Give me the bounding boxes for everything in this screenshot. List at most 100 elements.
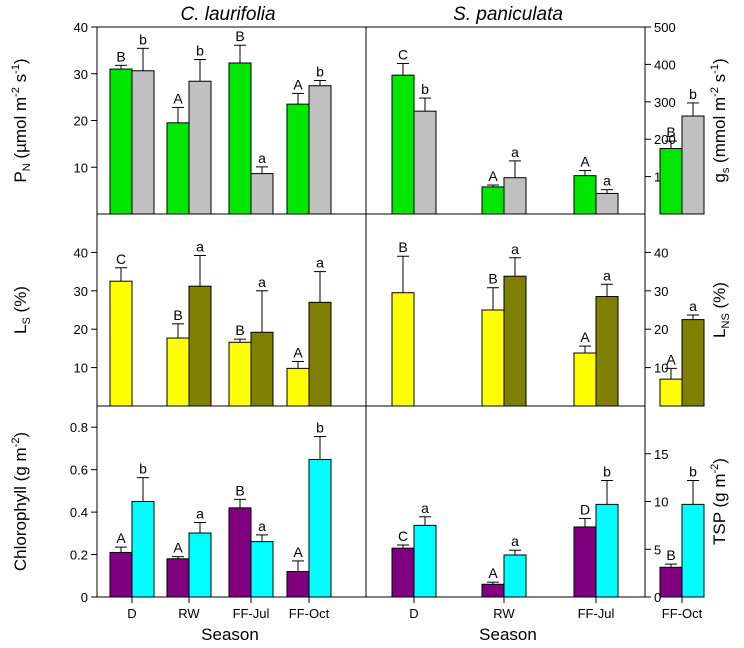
x-tick-label: FF-Oct [289,606,330,621]
bar-lns-rw [503,275,527,407]
significance-letter: b [689,463,697,479]
bar-lns-ff-jul [595,296,619,407]
bar-pn-ff-oct [659,148,683,215]
bar-chlorophyll-d [109,551,133,598]
significance-letter: A [488,168,498,184]
right-tick-label: 10 [654,495,668,510]
title-c-laurifolia: C. laurifolia [180,4,275,25]
bar-gs-ff-jul [250,173,274,215]
significance-letter: a [196,238,204,254]
x-tick-label: D [409,606,418,621]
significance-letter: b [196,43,204,59]
left-tick-label: 10 [74,361,88,376]
bar-chlorophyll-ff-oct [659,566,683,598]
bar-ls-rw [166,337,190,407]
significance-letter: b [689,86,697,102]
right-axis-title: TSP (g m-2) [709,458,730,545]
x-tick-label: FF-Oct [662,606,703,621]
right-tick-label: 0 [654,590,661,605]
bar-chlorophyll-d [391,547,415,598]
right-tick-label: 400 [654,57,676,72]
significance-letter: B [235,482,244,498]
right-tick-label: 10 [654,361,668,376]
significance-letter: b [139,31,147,47]
significance-letter: a [511,144,519,160]
right-tick-label: 300 [654,95,676,110]
significance-letter: a [603,267,611,283]
bar-gs-rw [188,80,212,215]
bar-pn-rw [481,186,505,215]
significance-letter: b [421,81,429,97]
bar-chlorophyll-rw [166,558,190,598]
bar-chlorophyll-ff-jul [228,507,252,598]
significance-letter: B [173,307,182,323]
plot-frame [96,26,646,598]
right-axis-title: LNS (%) [710,282,731,338]
left-tick-label: 0 [81,590,88,605]
significance-letter: B [666,124,675,140]
left-tick-label: 20 [74,322,88,337]
significance-letter: a [603,173,611,189]
significance-letter: B [235,322,244,338]
significance-letter: a [421,500,429,516]
significance-letter: A [293,544,303,560]
right-tick-label: 30 [654,284,668,299]
left-axis-title: Chlorophyll (g m-2) [10,432,31,571]
bar-chlorophyll-rw [481,583,505,598]
bar-lns-ff-jul [250,331,274,407]
significance-letter: B [488,271,497,287]
bar-ls-rw [481,309,505,407]
x-tick-label: RW [493,606,515,621]
significance-letter: a [511,533,519,549]
bar-gs-ff-oct [308,85,332,215]
bar-tsp-ff-jul [595,503,619,598]
left-tick-label: 40 [74,245,88,260]
significance-letter: b [139,461,147,477]
bar-lns-rw [188,285,212,407]
bar-ls-d [109,280,133,407]
significance-letter: A [173,90,183,106]
bar-tsp-d [131,501,155,598]
bar-ls-d [391,292,415,407]
significance-letter: A [488,565,498,581]
significance-letter: a [196,506,204,522]
x-tick-label: FF-Jul [233,606,270,621]
x-tick-label: RW [178,606,200,621]
right-tick-label: 15 [654,447,668,462]
bar-lns-ff-oct [681,319,705,407]
bar-gs-d [131,70,155,215]
significance-letter: A [580,154,590,170]
bar-tsp-ff-jul [250,541,274,598]
x-tick-label: D [127,606,136,621]
right-tick-label: 20 [654,322,668,337]
significance-letter: B [398,239,407,255]
bar-chlorophyll-ff-oct [286,571,310,598]
bar-tsp-ff-oct [308,458,332,598]
left-tick-label: 0.6 [70,463,88,478]
significance-letter: a [316,255,324,271]
x-axis-title: Season [479,625,537,644]
left-tick-label: 0.2 [70,548,88,563]
right-tick-label: 500 [654,20,676,35]
significance-letter: a [689,298,697,314]
significance-letter: B [666,547,675,563]
bar-pn-d [109,68,133,215]
bar-tsp-rw [188,532,212,598]
bar-ls-ff-oct [659,378,683,407]
significance-letter: C [116,251,126,267]
significance-letter: A [580,329,590,345]
significance-letter: B [235,28,244,44]
bar-pn-ff-jul [228,62,252,215]
right-tick-label: 40 [654,245,668,260]
left-tick-label: 30 [74,67,88,82]
bar-ls-ff-jul [228,341,252,407]
significance-letter: C [398,528,408,544]
significance-letter: a [258,274,266,290]
left-tick-label: 40 [74,20,88,35]
bar-pn-ff-jul [573,175,597,215]
bar-lns-ff-oct [308,301,332,407]
bar-pn-d [391,74,415,215]
bar-gs-ff-jul [595,192,619,215]
significance-letter: b [316,420,324,436]
significance-letter: C [398,46,408,62]
